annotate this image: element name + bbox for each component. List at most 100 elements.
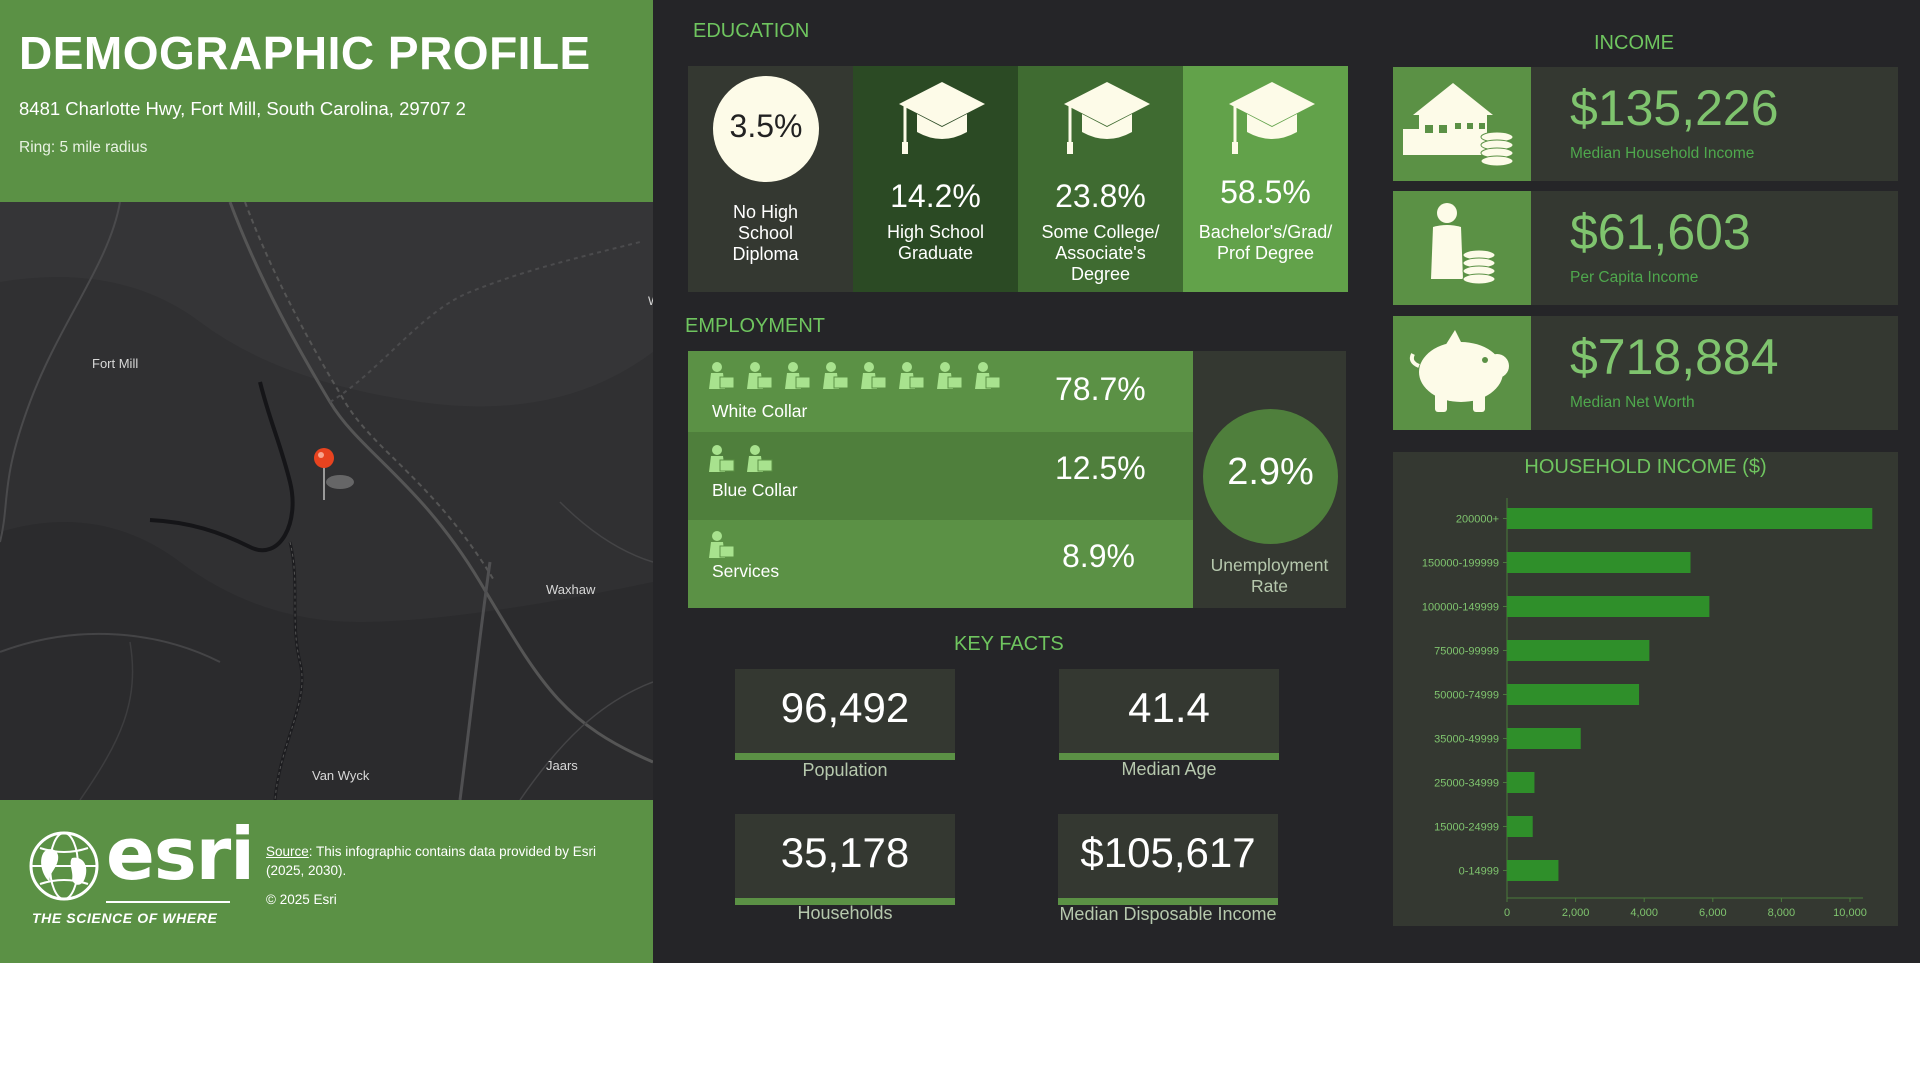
employment-value: 12.5%	[1055, 450, 1146, 486]
map-pin-icon[interactable]	[310, 444, 360, 504]
education-label: Bachelor's/Grad/ Prof Degree	[1183, 222, 1348, 264]
chart-x-tick-label: 0	[1504, 907, 1510, 919]
worker-icon	[975, 362, 1001, 389]
label-line: Associate's	[1055, 243, 1146, 263]
household-income-bar-chart: 200000+ 150000-199999 100000-149999 75000-9…	[1422, 498, 1873, 919]
chart-bar	[1507, 728, 1581, 749]
education-bachelors: 58.5% Bachelor's/Grad/ Prof Degree	[1183, 66, 1348, 292]
worker-icons	[709, 362, 1001, 389]
graduation-cap-icon	[899, 82, 985, 154]
employment-label: Blue Collar	[712, 480, 798, 500]
esri-tagline: THE SCIENCE OF WHERE	[32, 910, 218, 926]
white-collar-icons	[708, 361, 1022, 400]
education-label: No High School Diploma	[678, 202, 853, 265]
education-high-school: 14.2% High School Graduate	[853, 66, 1018, 292]
unemployment-panel: 2.9% Unemployment Rate	[1193, 351, 1346, 608]
footer-panel	[0, 800, 653, 963]
income-label: Median Net Worth	[1570, 394, 1695, 411]
income-label: Per Capita Income	[1570, 269, 1699, 286]
person-coins-icon	[1431, 203, 1496, 285]
worker-icon	[709, 445, 735, 472]
income-title: INCOME	[1594, 32, 1674, 54]
chart-category-label: 200000+	[1456, 514, 1499, 526]
employment-label: Services	[712, 561, 780, 581]
map-label-waxhaw: Waxhaw	[546, 582, 596, 597]
worker-icon	[861, 362, 887, 389]
chart-category-label: 75000-99999	[1434, 646, 1499, 658]
income-value: $135,226	[1570, 80, 1779, 136]
employment-row-services: Services 8.9%	[688, 520, 1193, 608]
source-link[interactable]: Source	[266, 844, 309, 859]
label-line: Unemployment	[1210, 555, 1329, 575]
chart-x-tick-label: 2,000	[1562, 907, 1590, 919]
chart-category-label: 35000-49999	[1434, 734, 1499, 746]
label-line: Diploma	[732, 244, 799, 264]
page-title: DEMOGRAPHIC PROFILE	[19, 27, 591, 79]
chart-category-label: 100000-149999	[1422, 602, 1499, 614]
map-label-jaars: Jaars	[546, 758, 578, 773]
worker-icon	[899, 362, 925, 389]
chart-bar	[1507, 772, 1535, 793]
chart-bar	[1507, 508, 1873, 529]
blue-collar-icons	[708, 444, 794, 483]
education-title: EDUCATION	[693, 20, 810, 42]
label-line: Rate	[1251, 576, 1288, 596]
source-description: : This infographic contains data provide…	[266, 844, 596, 878]
employment-row-blue-collar: Blue Collar 12.5%	[688, 432, 1193, 520]
worker-icon	[823, 362, 849, 389]
map-label-van-wyck: Van Wyck	[312, 768, 370, 783]
label-line: Prof Degree	[1216, 243, 1315, 263]
label-line: School	[737, 223, 794, 243]
chart-category-label: 150000-199999	[1422, 558, 1499, 570]
worker-icon	[747, 445, 773, 472]
graduation-cap-icon	[1229, 82, 1315, 154]
employment-row-white-collar: White Collar 78.7%	[688, 351, 1193, 432]
education-no-diploma: 3.5% No High School Diploma	[688, 66, 853, 292]
chart-title: HOUSEHOLD INCOME ($)	[1524, 456, 1767, 478]
worker-icon	[785, 362, 811, 389]
label-line: Bachelor's/Grad/	[1198, 222, 1333, 242]
label-line: No High	[732, 202, 799, 222]
income-net-worth: $718,884 Median Net Worth	[1393, 316, 1898, 430]
key-fact-disposable-income-label: Median Disposable Income	[1059, 904, 1277, 924]
worker-icon	[937, 362, 963, 389]
unemployment-circle	[1203, 409, 1338, 544]
map-basemap	[0, 202, 653, 800]
label-line: Degree	[1070, 264, 1131, 284]
chart-category-label: 50000-74999	[1434, 690, 1499, 702]
chart-bar	[1507, 640, 1650, 661]
graduation-cap-icon	[1064, 82, 1150, 154]
logo-underline	[106, 901, 230, 903]
education-value: 14.2%	[890, 178, 981, 214]
chart-x-tick-label: 8,000	[1768, 907, 1796, 919]
chart-category-label: 25000-34999	[1434, 778, 1499, 790]
worker-icon	[709, 362, 735, 389]
education-value: 58.5%	[1220, 174, 1311, 210]
education-panel: 3.5% No High School Diploma 14.2% High S…	[688, 66, 1348, 292]
chart-category-label: 0-14999	[1459, 866, 1499, 878]
key-facts-title: KEY FACTS	[954, 633, 1064, 655]
chart-bar	[1507, 596, 1710, 617]
source-note: Source: This infographic contains data p…	[266, 842, 636, 880]
income-median-household: $135,226 Median Household Income	[1393, 67, 1898, 181]
label-line: Some College/	[1041, 222, 1160, 242]
education-value: 23.8%	[1055, 178, 1146, 214]
chart-bar	[1507, 552, 1691, 573]
income-label: Median Household Income	[1570, 145, 1755, 162]
education-label: High School Graduate	[853, 222, 1018, 264]
worker-icon	[747, 362, 773, 389]
unemployment-value: 2.9%	[1227, 451, 1314, 493]
copyright-text: © 2025 Esri	[266, 892, 337, 907]
employment-title: EMPLOYMENT	[685, 315, 826, 337]
chart-category-label: 15000-24999	[1434, 822, 1499, 834]
map-label-fort-mill: Fort Mill	[92, 356, 139, 371]
household-income-chart-panel: HOUSEHOLD INCOME ($) 200000+ 150000-19999…	[1393, 452, 1898, 926]
worker-icons	[709, 531, 735, 558]
education-value: 3.5%	[729, 108, 803, 144]
income-value: $61,603	[1570, 204, 1751, 260]
income-icon-tile	[1393, 67, 1531, 181]
location-map[interactable]: Fort Mill Waxhaw Van Wyck Jaars W	[0, 202, 653, 800]
label-line: Graduate	[897, 243, 974, 263]
key-fact-median-age-value: 41.4	[1059, 669, 1279, 760]
income-value: $718,884	[1570, 329, 1779, 385]
